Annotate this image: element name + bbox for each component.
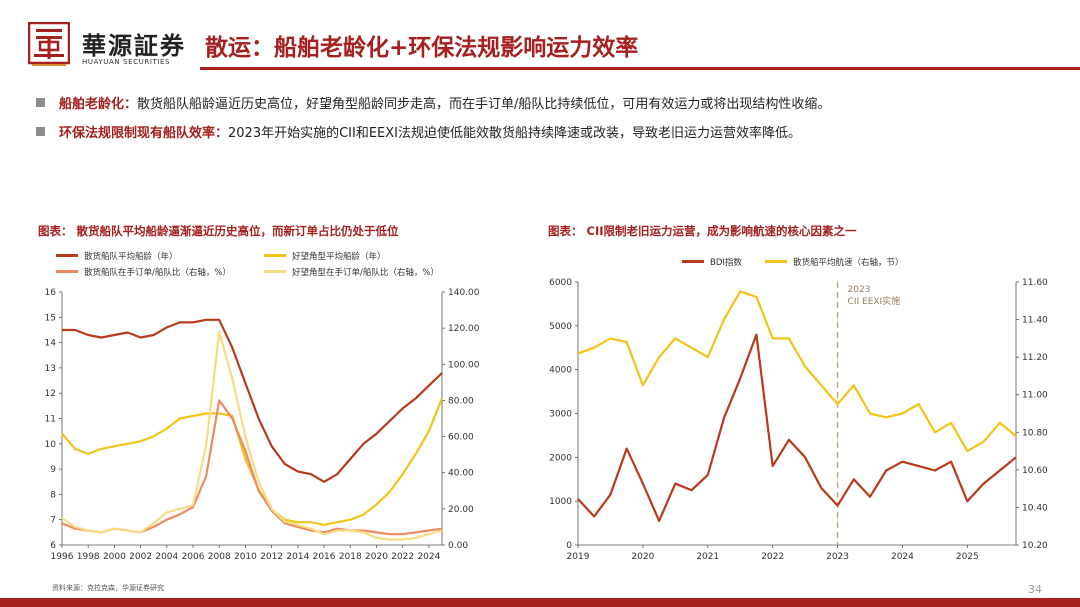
legend-label: 好望角型在手订单/船队比（右轴，%） <box>292 268 439 278</box>
source-note: 资料来源：克拉克森，华源证券研究 <box>52 584 164 592</box>
bullet-1-keyword: 船舶老龄化： <box>59 97 138 112</box>
chart1-x-tick-label: 2006 <box>182 552 205 562</box>
chart1-title: 图表： 散货船队平均船龄逼渐逼近历史高位，而新订单占比仍处于低位 <box>38 224 399 238</box>
legend-swatch <box>765 260 787 263</box>
chart1-x-tick-label: 2024 <box>417 552 440 562</box>
legend-swatch <box>264 254 286 257</box>
bullet-1-text: 散货船队船龄逼近历史高位，好望角型船龄同步走高，而在手订单/船队比持续低位，可用… <box>137 97 831 112</box>
chart1-legend-3: 好望角型在手订单/船队比（右轴，%） <box>264 266 439 278</box>
chart1-series-3-line <box>61 330 443 541</box>
chart1-x-tick-label: 2004 <box>155 552 178 562</box>
chart2-title: 图表： CII限制老旧运力运营，成为影响航速的核心因素之一 <box>548 224 857 238</box>
legend-swatch <box>56 270 78 273</box>
chart1-y-tick-label: 16 <box>45 288 57 298</box>
chart1-y-tick-label: 9 <box>50 465 56 475</box>
legend-swatch <box>682 260 704 263</box>
chart1-y2-tick-label: 20.00 <box>448 505 474 515</box>
bullet-square-icon <box>36 127 45 136</box>
chart1-y2-tick-label: 80.00 <box>448 396 474 406</box>
legend-label: 好望角型平均船龄（年） <box>292 252 386 262</box>
chart1-x-tick-label: 2010 <box>234 552 257 562</box>
legend-label: 散货船平均航速（右轴，节） <box>793 258 904 268</box>
chart1-y2-tick-label: 140.00 <box>448 288 480 298</box>
chart1-y2-tick-label: 60.00 <box>448 433 474 443</box>
legend-swatch <box>56 254 78 257</box>
chart1-x-tick-label: 2020 <box>365 552 388 562</box>
chart1-y-tick-label: 14 <box>45 339 57 349</box>
chart1-legend-1: 好望角型平均船龄（年） <box>264 250 386 262</box>
chart2-legend-1: 散货船平均航速（右轴，节） <box>765 256 904 268</box>
chart1-y-tick-label: 15 <box>45 313 56 323</box>
logo-icon <box>28 22 70 66</box>
bullet-1: 船舶老龄化：散货船队船龄逼近历史高位，好望角型船龄同步走高，而在手订单/船队比持… <box>36 93 830 112</box>
chart2-legend-0: BDI指数 <box>682 256 742 268</box>
legend-swatch <box>264 270 286 273</box>
legend-label: 散货船队平均船龄（年） <box>84 252 178 262</box>
chart1-y-tick-label: 10 <box>45 440 57 450</box>
chart1-x-tick-label: 2014 <box>286 552 309 562</box>
chart1-y-tick-label: 11 <box>45 415 56 425</box>
title-rule <box>200 67 1080 70</box>
chart1-y2-tick-label: 100.00 <box>448 360 480 370</box>
chart1-series-0-line <box>62 318 443 483</box>
chart1-legend-2: 散货船队在手订单/船队比（右轴，%） <box>56 266 231 278</box>
bullet-2-text: 2023年开始实施的CII和EEXI法规迫使低能效散货船持续降速或改装，导致老旧… <box>228 126 802 141</box>
chart1-y-tick-label: 7 <box>50 516 56 526</box>
chart1-y2-tick-label: 120.00 <box>448 324 480 334</box>
logo-cn: 華源証券 <box>82 31 186 60</box>
chart1-series-2-line <box>61 399 443 536</box>
chart1-x-tick-label: 2008 <box>208 552 231 562</box>
legend-label: BDI指数 <box>710 258 742 268</box>
chart1-y-tick-label: 8 <box>50 490 56 500</box>
bullet-2: 环保法规限制现有船队效率：2023年开始实施的CII和EEXI法规迫使低能效散货… <box>36 122 801 141</box>
chart1-legend-0: 散货船队平均船龄（年） <box>56 250 178 262</box>
legend-label: 散货船队在手订单/船队比（右轴，%） <box>84 268 231 278</box>
chart1-y2-tick-label: 0.00 <box>448 541 468 551</box>
chart1-y-tick-label: 6 <box>50 541 56 551</box>
chart1-x-tick-label: 2012 <box>260 552 283 562</box>
chart1-y-tick-label: 13 <box>45 364 56 374</box>
page-number: 34 <box>1028 583 1042 596</box>
chart1-x-tick-label: 2002 <box>129 552 152 562</box>
page-title: 散运：船舶老龄化+环保法规影响运力效率 <box>205 35 639 61</box>
header: 華源証券 HUAYUAN SECURITIES 散运：船舶老龄化+环保法规影响运… <box>0 0 1080 72</box>
bullet-2-keyword: 环保法规限制现有船队效率： <box>59 126 229 141</box>
chart1-x-tick-label: 1996 <box>51 552 74 562</box>
bullet-square-icon <box>36 98 45 107</box>
chart1-x-tick-label: 2016 <box>313 552 336 562</box>
chart1-x-tick-label: 2000 <box>103 552 126 562</box>
logo-en: HUAYUAN SECURITIES <box>82 58 171 66</box>
chart1-y2-tick-label: 40.00 <box>448 469 474 479</box>
chart1-x-tick-label: 2022 <box>391 552 414 562</box>
footer-bar <box>0 598 1080 607</box>
chart1-x-tick-label: 2018 <box>339 552 362 562</box>
chart1-y-tick-label: 12 <box>45 389 56 399</box>
chart1-x-tick-label: 1998 <box>77 552 100 562</box>
